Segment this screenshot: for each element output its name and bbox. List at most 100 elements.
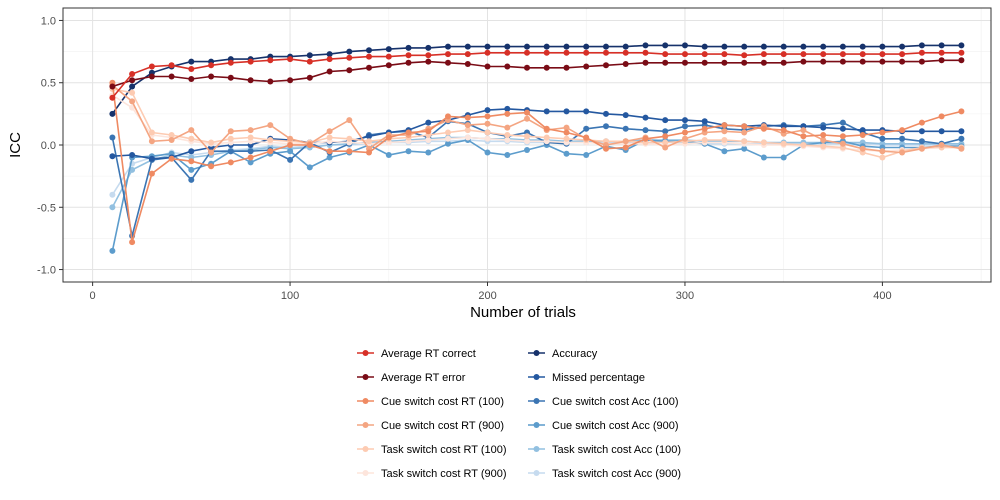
data-point <box>760 43 767 50</box>
legend-label: Cue switch cost Acc (100) <box>552 396 679 408</box>
data-point <box>583 134 590 141</box>
data-point <box>662 133 669 140</box>
data-point <box>267 148 274 155</box>
data-point <box>563 49 570 56</box>
data-point <box>543 49 550 56</box>
data-point <box>820 132 827 138</box>
legend-label: Task switch cost RT (900) <box>381 468 507 480</box>
data-point <box>662 117 669 124</box>
legend-key-point <box>362 446 369 452</box>
data-point <box>603 49 609 56</box>
data-point <box>188 135 195 142</box>
data-point <box>326 56 333 63</box>
data-point <box>168 62 175 69</box>
data-point <box>247 148 254 155</box>
data-point <box>721 51 728 58</box>
data-point <box>780 127 787 134</box>
legend-item: Task switch cost RT (900) <box>357 468 507 480</box>
data-point <box>563 150 570 157</box>
data-point <box>741 145 748 152</box>
data-point <box>958 128 965 135</box>
data-point <box>504 43 511 50</box>
data-point <box>800 43 807 50</box>
data-point <box>208 163 215 170</box>
data-point <box>208 62 215 69</box>
data-point <box>820 58 827 65</box>
legend-label: Cue switch cost RT (100) <box>381 396 504 408</box>
data-point <box>208 73 215 80</box>
data-point <box>839 125 846 132</box>
data-point <box>563 129 570 136</box>
data-point <box>306 58 313 65</box>
data-point <box>445 129 451 136</box>
data-point <box>918 128 925 135</box>
legend-label: Cue switch cost RT (900) <box>381 420 504 432</box>
data-point <box>129 89 136 96</box>
data-point <box>958 57 965 64</box>
data-point <box>682 59 688 66</box>
series-accuracy <box>109 42 965 117</box>
data-point <box>366 133 372 140</box>
data-point <box>504 152 511 158</box>
data-point <box>859 127 866 134</box>
data-point <box>918 58 925 65</box>
data-point <box>109 191 116 198</box>
data-point <box>524 64 530 71</box>
data-point <box>405 148 412 155</box>
data-point <box>227 159 234 166</box>
data-point <box>109 110 116 117</box>
legend-label: Cue switch cost Acc (900) <box>552 420 679 432</box>
data-point <box>168 155 175 162</box>
series-cue-switch-cost-rt-100 <box>109 79 965 246</box>
data-point <box>938 128 945 135</box>
data-point <box>820 124 827 131</box>
legend-item: Task switch cost RT (100) <box>357 444 507 456</box>
series-layer <box>109 42 965 254</box>
data-point <box>445 140 451 147</box>
data-point <box>780 154 787 161</box>
series-line <box>111 82 962 243</box>
data-point <box>622 125 629 132</box>
x-axis-label: Number of trials <box>470 304 576 321</box>
data-point <box>425 137 432 143</box>
data-point <box>879 135 886 142</box>
data-point <box>484 49 491 56</box>
data-point <box>879 51 886 58</box>
data-point <box>504 49 511 56</box>
data-point <box>306 74 313 81</box>
data-point <box>306 164 313 171</box>
data-point <box>642 114 649 121</box>
data-point <box>346 67 353 74</box>
data-point <box>287 135 294 142</box>
data-point <box>188 148 195 155</box>
data-point <box>366 53 372 60</box>
data-point <box>445 51 451 58</box>
data-point <box>760 59 767 66</box>
legend-item: Cue switch cost RT (900) <box>357 420 504 432</box>
data-point <box>464 127 471 134</box>
data-point <box>464 122 471 129</box>
data-point <box>464 61 471 67</box>
data-point <box>129 77 136 84</box>
data-point <box>464 134 471 141</box>
data-point <box>425 119 432 126</box>
data-point <box>918 42 925 49</box>
data-point <box>760 154 767 161</box>
series-line <box>111 51 962 99</box>
data-point <box>583 43 590 50</box>
data-point <box>543 64 550 71</box>
legend-label: Task switch cost Acc (900) <box>552 468 681 480</box>
data-point <box>287 156 294 163</box>
data-point <box>741 129 748 136</box>
legend-item: Average RT correct <box>357 348 476 360</box>
data-point <box>326 154 333 161</box>
data-point <box>227 74 234 81</box>
data-point <box>938 49 945 56</box>
data-point <box>188 166 195 173</box>
data-point <box>405 52 412 59</box>
data-point <box>109 204 116 211</box>
data-point <box>148 170 155 177</box>
legend-label: Average RT correct <box>381 348 476 360</box>
y-axis-label: ICC <box>7 132 24 158</box>
data-point <box>622 61 629 67</box>
